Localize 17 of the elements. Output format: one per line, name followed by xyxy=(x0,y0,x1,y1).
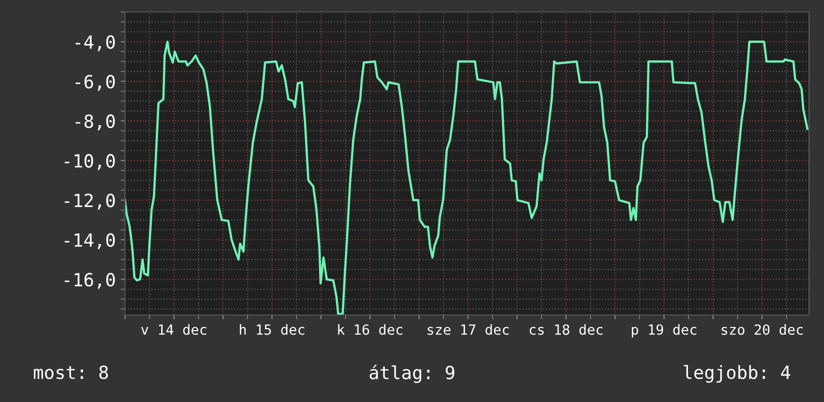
y-tick-label: -16,0 xyxy=(64,272,115,289)
x-tick-label: szo 20 dec xyxy=(722,324,803,335)
y-tick-label: -12,0 xyxy=(64,194,115,210)
x-tick-label: h 15 dec xyxy=(240,324,304,335)
x-tick-label: k 16 dec xyxy=(338,324,402,335)
x-tick-label: sze 17 dec xyxy=(428,324,509,335)
y-tick-label: -8,0 xyxy=(76,114,115,130)
x-tick-label: v 14 dec xyxy=(141,324,206,335)
text: most: 8 xyxy=(34,365,108,380)
y-tick-label: -10,0 xyxy=(64,154,115,170)
y-tick-label: -6,0 xyxy=(76,74,115,91)
y-tick-label: -14,0 xyxy=(64,233,115,250)
x-tick-label: p 19 dec xyxy=(632,324,696,338)
text: legjobb: 4 xyxy=(684,365,790,383)
x-tick-label: cs 18 dec xyxy=(530,324,602,335)
text: átlag: 9 xyxy=(370,364,454,384)
y-tick-label: -4,0 xyxy=(76,35,115,52)
